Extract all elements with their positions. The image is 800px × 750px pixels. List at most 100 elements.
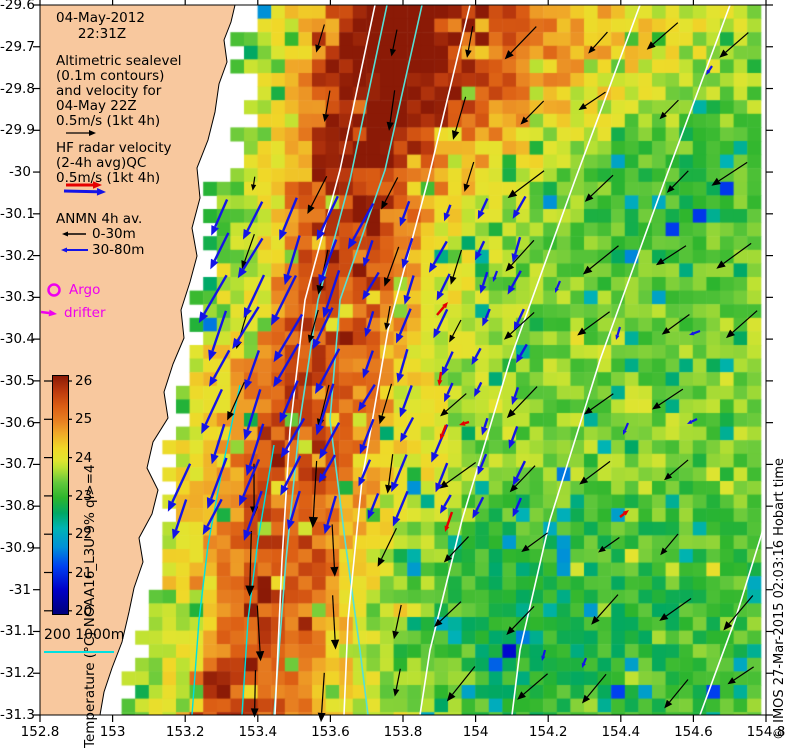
x-tick-label: 154.6 [674,724,713,740]
y-tick-label: -31.3 [0,707,35,723]
hf-radar-velocity-arrow-head [481,426,488,436]
altimetric-velocity-arrow-head [389,48,396,57]
altimetric-velocity-arrow [310,175,328,207]
altimetric-velocity-arrow-head [711,177,721,186]
red-velocity-arrow [438,371,443,381]
altimetric-velocity-arrow-head [503,331,513,340]
altimetric-velocity-arrow-head [726,329,735,339]
altimetric-velocity-arrow-head [591,615,600,625]
hf-radar-velocity-arrow-head [243,529,252,541]
hf-radar-velocity-arrow-head [431,451,439,463]
hf-radar-velocity-arrow-head [242,228,252,240]
sealevel-contour-white [343,4,471,716]
hf-radar-velocity-arrow [437,462,449,485]
map-date: 04-May-2012 [56,10,145,26]
x-tick-label: 154.2 [528,724,568,740]
hf-radar-velocity-arrow-head [396,372,405,383]
legend-hf-line: HF radar velocity [56,140,172,156]
altimetric-velocity-arrow [511,605,535,630]
hf-radar-velocity-arrow-head [479,284,487,294]
hf-radar-velocity-arrow [510,426,519,442]
altimetric-velocity-arrow-head [584,193,594,202]
altimetric-velocity-arrow-head [465,49,472,58]
hf-radar-velocity-arrow-small-head [622,429,627,435]
legend-altimetric-line: (0.1m contours) [56,68,165,84]
hf-radar-velocity-arrow-small-head [541,655,546,661]
altimetric-velocity-arrow [725,32,749,53]
hf-radar-velocity-arrow-head [444,392,451,403]
legend-altimetric: Altimetric sealevel (0.1m contours) and … [56,54,182,129]
hf-radar-velocity-arrow [360,459,372,479]
hf-radar-velocity-arrow [214,199,229,228]
x-tick-label: 153.2 [165,724,205,740]
temperature-colorbar [52,375,69,615]
hf-radar-velocity-arrow-head [392,516,401,527]
red-velocity-arrow [441,424,448,435]
sealevel-contour-cyan [273,4,388,716]
hf-radar-velocity-arrow [481,271,489,286]
altimetric-velocity-arrow-head [664,472,673,481]
altimetric-velocity-arrow [312,460,318,518]
legend-anmn-title: ANMN 4h av. [56,211,143,227]
sealevel-contour-white [274,4,376,716]
colorbar-tick-label: 24 [75,449,93,466]
altimetric-velocity-arrow-head [377,557,385,567]
altimetric-velocity-arrow-head [384,322,391,331]
hf-radar-velocity-arrow [283,455,302,488]
altimetric-velocity-arrow [449,536,469,557]
altimetric-velocity-arrow [254,670,257,709]
y-tick-label: -29.6 [0,0,35,13]
hf-radar-velocity-arrow-head [347,237,357,250]
hf-radar-velocity-arrow-head [358,476,366,487]
hf-radar-velocity-arrow-small-head [706,69,711,75]
y-tick-label: -30.1 [0,205,35,222]
hf-radar-velocity-arrow [395,490,409,519]
altimetric-velocity-arrow-head [659,111,667,120]
isobath-scale-label: 200 1000m [44,627,125,643]
red-velocity-arrow [436,305,446,316]
altimetric-velocity-arrow-head [317,712,326,723]
hf-radar-velocity-arrow-head [286,519,295,530]
red-velocity-arrow-head [442,302,448,309]
altimetric-velocity-arrow-head [505,262,515,272]
hf-radar-velocity-arrow [516,308,525,324]
altimetric-velocity-arrow [253,176,256,185]
altimetric-velocity-arrow-head [723,621,733,631]
hf-radar-velocity-arrow-small-head [615,334,620,340]
altimetric-velocity-arrow [671,170,689,188]
altimetric-velocity-arrow [669,679,689,703]
red-velocity-arrow-head [439,433,445,440]
hf-radar-velocity-arrow-head [315,423,325,436]
hf-radar-velocity-arrow-head [474,388,481,397]
altimetric-velocity-arrow [321,672,325,713]
hf-radar-velocity-arrow-head [435,482,443,493]
red-velocity-arrow-head [437,379,443,386]
altimetric-velocity-arrow-head [386,121,394,131]
hf-radar-velocity-arrow [278,313,304,354]
coastline [99,4,236,716]
legend-hf-blue-arrow-head [96,188,106,196]
x-tick-label: 154.4 [601,724,641,740]
altimetric-velocity-arrow [380,528,397,560]
hf-radar-velocity-arrow [282,380,299,415]
altimetric-velocity-arrow-head [517,691,526,700]
x-tick-label: 154.8 [746,724,786,740]
hf-radar-velocity-arrow-head [443,212,451,222]
altimetric-velocity-arrow-head [385,484,393,494]
altimetric-velocity-arrow-head [440,408,449,417]
hf-radar-velocity-arrow [364,350,374,371]
x-tick-label: 153 [99,724,126,740]
hf-radar-velocity-arrow [515,195,527,212]
colorbar-tick-label: 20 [75,602,93,619]
hf-radar-velocity-arrow-small-head [554,287,559,293]
hf-radar-velocity-arrow-head [401,258,409,269]
altimetric-velocity-arrow [664,533,679,550]
hf-radar-velocity-arrow-head [512,209,521,219]
hf-radar-velocity-arrow-head [399,407,407,418]
altimetric-velocity-arrow [667,313,690,331]
altimetric-velocity-arrow-head [245,585,255,597]
altimetric-velocity-arrow [512,386,538,413]
hf-radar-velocity-arrow-head [358,401,367,412]
altimetric-velocity-arrow-head [581,694,591,704]
hf-radar-velocity-arrow-head [515,353,524,364]
